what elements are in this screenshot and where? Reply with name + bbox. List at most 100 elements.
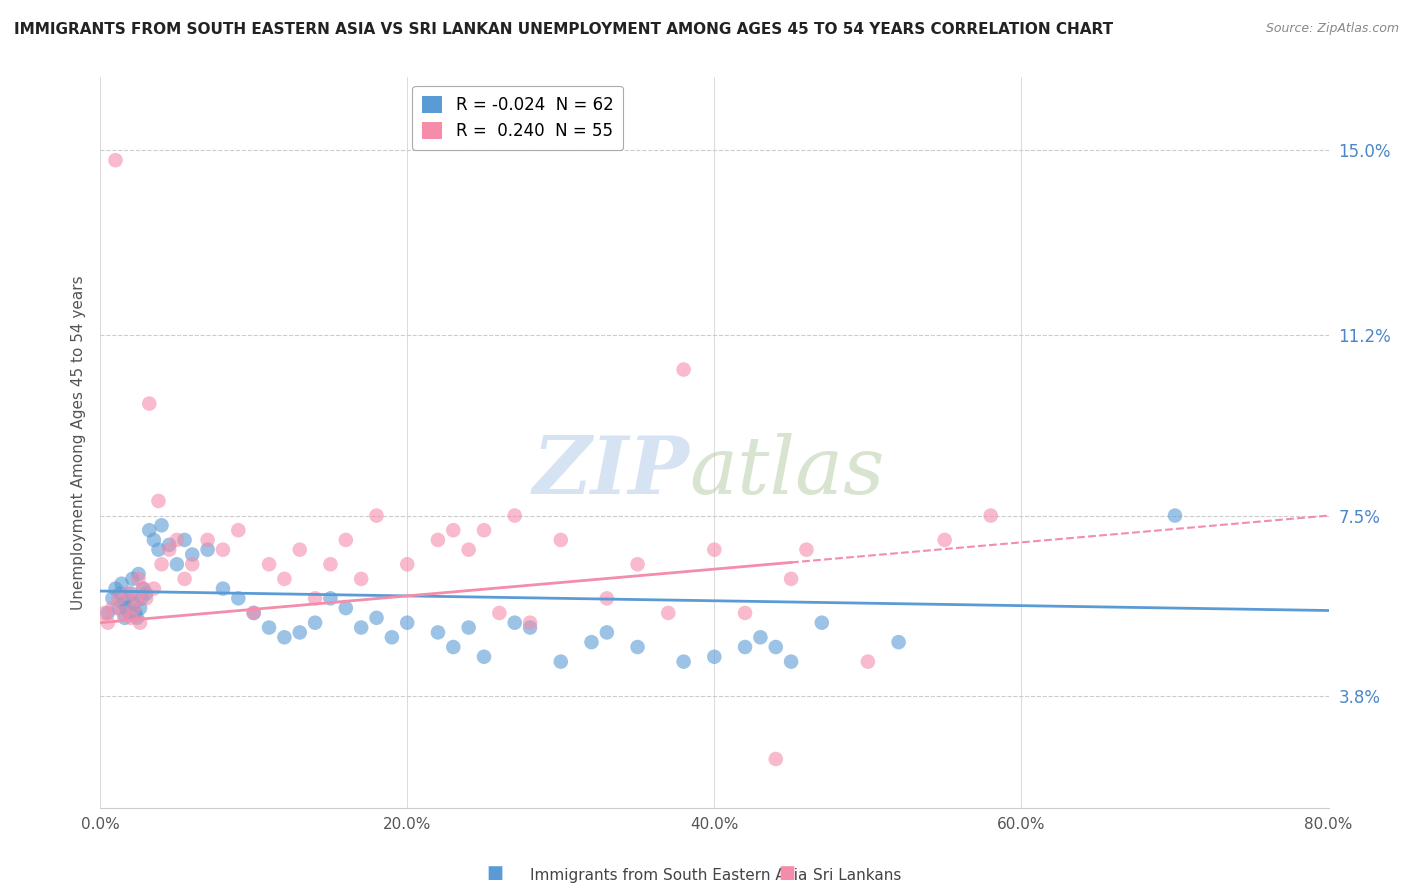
Point [173,572,195,586]
Point [503,615,526,630]
Point [350,572,373,586]
Text: IMMIGRANTS FROM SOUTH EASTERN ASIA VS SRI LANKAN UNEMPLOYMENT AMONG AGES 45 TO 5: IMMIGRANTS FROM SOUTH EASTERN ASIA VS SR… [14,22,1114,37]
Point [335,601,357,615]
Point [121,572,143,586]
Point [887,635,910,649]
Point [125,591,148,606]
Point [780,572,803,586]
Point [111,576,134,591]
Point [129,615,152,630]
Point [148,542,170,557]
Point [142,533,165,547]
Point [703,649,725,664]
Point [120,586,142,600]
Point [181,548,204,562]
Text: ■: ■ [779,864,796,882]
Point [93,606,115,620]
Point [457,621,479,635]
Point [273,572,295,586]
Point [366,508,388,523]
Point [242,606,264,620]
Point [273,630,295,644]
Point [228,591,250,606]
Point [550,533,572,547]
Point [596,591,619,606]
Point [335,533,357,547]
Point [550,655,572,669]
Point [780,655,803,669]
Point [122,601,145,615]
Point [114,611,136,625]
Point [112,606,135,620]
Point [319,558,342,572]
Point [657,606,679,620]
Point [124,606,146,620]
Point [426,625,449,640]
Point [212,542,235,557]
Point [441,640,464,654]
Point [138,523,160,537]
Point [366,611,388,625]
Y-axis label: Unemployment Among Ages 45 to 54 years: Unemployment Among Ages 45 to 54 years [72,276,86,610]
Point [181,558,204,572]
Point [749,630,772,644]
Point [811,615,834,630]
Point [129,601,152,615]
Point [132,582,155,596]
Point [1164,508,1187,523]
Point [257,558,280,572]
Point [703,542,725,557]
Point [197,542,219,557]
Point [581,635,603,649]
Point [980,508,1002,523]
Text: atlas: atlas [690,433,886,510]
Point [457,542,479,557]
Point [396,615,419,630]
Point [472,523,495,537]
Point [112,596,135,610]
Point [734,640,756,654]
Text: ZIP: ZIP [533,433,690,510]
Point [381,630,404,644]
Point [350,621,373,635]
Point [765,752,787,766]
Point [138,396,160,410]
Point [97,606,120,620]
Point [304,591,326,606]
Point [288,542,311,557]
Point [122,596,145,610]
Point [150,518,173,533]
Point [118,606,141,620]
Point [934,533,956,547]
Point [128,572,150,586]
Point [242,606,264,620]
Point [104,153,127,168]
Point [166,558,188,572]
Point [128,566,150,581]
Point [426,533,449,547]
Point [856,655,879,669]
Point [107,591,129,606]
Point [115,601,138,615]
Point [117,591,139,606]
Point [396,558,419,572]
Point [626,558,648,572]
Point [166,533,188,547]
Point [288,625,311,640]
Point [97,615,120,630]
Point [503,508,526,523]
Point [672,655,695,669]
Point [132,582,155,596]
Point [104,582,127,596]
Point [472,649,495,664]
Point [117,586,139,600]
Point [131,591,153,606]
Point [488,606,510,620]
Point [101,591,124,606]
Point [148,494,170,508]
Point [135,586,157,600]
Text: Immigrants from South Eastern Asia: Immigrants from South Eastern Asia [530,869,807,883]
Point [441,523,464,537]
Point [212,582,235,596]
Point [319,591,342,606]
